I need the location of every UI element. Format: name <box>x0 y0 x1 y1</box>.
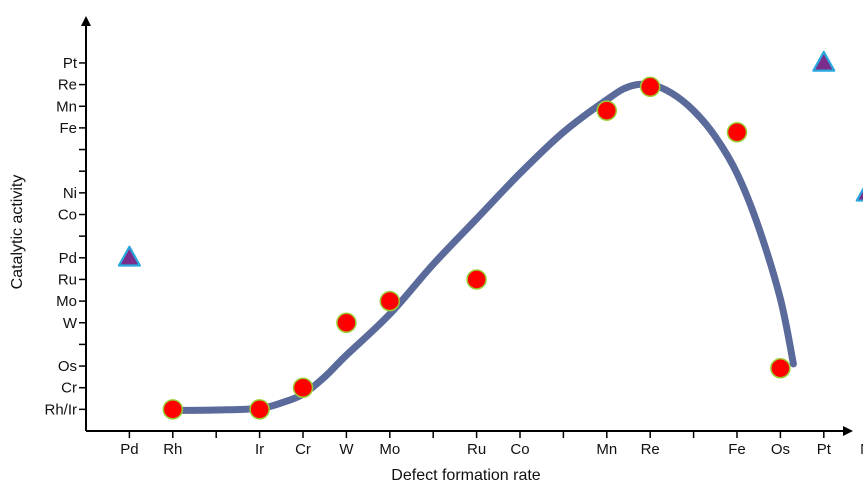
x-tick-label: Mo <box>379 441 400 458</box>
y-tick-label: Mo <box>56 293 77 310</box>
x-tick-label: Ru <box>467 441 486 458</box>
axes <box>81 16 853 436</box>
x-tick-label: Os <box>771 441 790 458</box>
data-point-circle <box>249 399 270 420</box>
y-tick-label: Cr <box>61 380 77 397</box>
y-tick-label: W <box>63 315 78 332</box>
data-point-circle <box>596 100 618 121</box>
y-tick-label: Pd <box>59 250 77 267</box>
x-tick-label: Ni <box>860 441 863 458</box>
data-point-triangle <box>117 245 141 267</box>
data-point-triangle <box>812 50 836 72</box>
x-axis-ticks: Pd Rh Ir Cr W Mo Ru Co Mn Re Fe Os Pt Ni <box>120 431 863 458</box>
x-tick-label: Ir <box>255 441 264 458</box>
x-tick-label: Rh <box>163 441 182 458</box>
x-tick-label: Re <box>641 441 660 458</box>
x-tick-label: Pt <box>817 441 832 458</box>
data-point-circle <box>639 76 661 98</box>
data-point-triangle <box>855 187 863 202</box>
x-tick-label: Mn <box>596 441 617 458</box>
y-tick-label: Co <box>58 207 77 224</box>
y-tick-label: Fe <box>59 120 77 137</box>
data-point-circle <box>292 377 314 398</box>
data-point-circle <box>466 269 487 290</box>
data-point-circle <box>336 312 357 333</box>
trend-curve <box>169 80 797 414</box>
trend-curve-layer <box>169 80 797 414</box>
y-tick-label: Os <box>58 358 77 375</box>
y-axis-title: Catalytic activity <box>9 175 26 290</box>
data-point-circle <box>726 121 748 143</box>
x-tick-label: Fe <box>728 441 746 458</box>
data-points-layer <box>117 50 863 420</box>
x-tick-label: W <box>339 441 354 458</box>
data-point-circle <box>162 399 184 420</box>
x-axis-title: Defect formation rate <box>391 467 541 484</box>
x-tick-label: Cr <box>295 441 311 458</box>
y-tick-label: Ni <box>63 185 77 202</box>
y-tick-label: Rh/Ir <box>44 401 77 418</box>
data-point-circle <box>770 357 791 379</box>
x-tick-label: Co <box>510 441 529 458</box>
y-axis-ticks: Rh/Ir Cr Os W Mo Ru Pd Co Ni Fe Mn Re Pt <box>44 55 86 418</box>
y-tick-label: Ru <box>58 271 77 288</box>
y-tick-label: Re <box>58 77 77 94</box>
x-tick-label: Pd <box>120 441 138 458</box>
y-tick-label: Pt <box>63 55 78 72</box>
y-tick-label: Mn <box>56 98 77 115</box>
data-point-circle <box>379 290 401 312</box>
